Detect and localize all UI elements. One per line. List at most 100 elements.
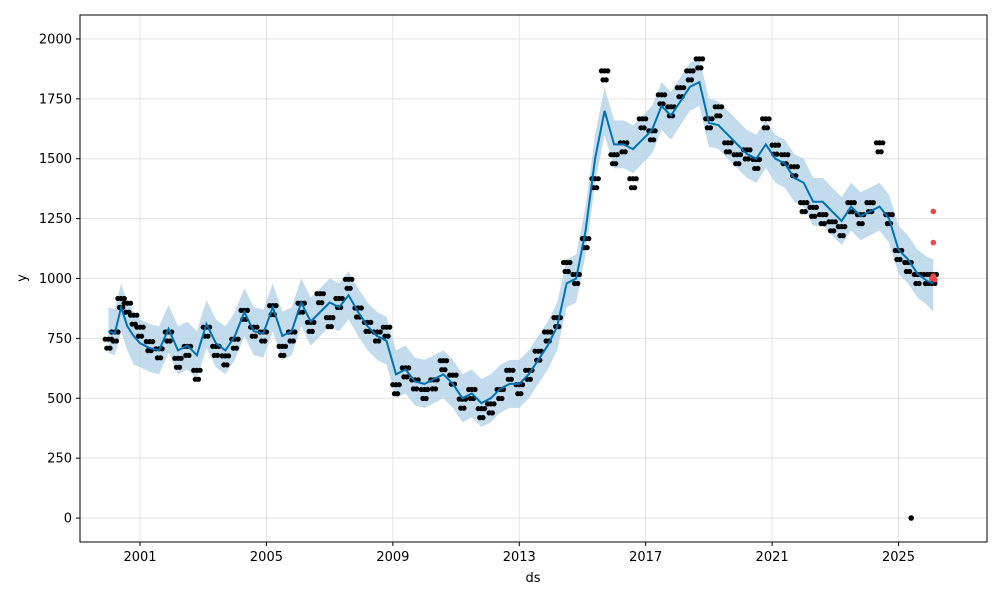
observed-point <box>726 149 733 155</box>
observed-point <box>859 221 865 227</box>
observed-point <box>139 333 145 339</box>
observed-point <box>510 367 516 373</box>
observed-point <box>584 245 590 251</box>
observed-point <box>605 68 611 74</box>
observed-point <box>812 213 818 219</box>
observed-point <box>916 280 922 287</box>
observed-point <box>300 309 306 315</box>
observed-point <box>491 401 497 407</box>
observed-point <box>651 137 657 143</box>
observed-point <box>349 276 355 282</box>
x-tick-label: 2025 <box>882 550 915 565</box>
observed-point <box>107 345 113 351</box>
observed-point <box>406 365 412 371</box>
observed-point <box>633 176 639 182</box>
observed-point <box>842 224 848 230</box>
observed-point <box>150 339 156 345</box>
observed-point <box>387 324 393 330</box>
observed-point <box>785 152 791 158</box>
observed-point <box>396 382 402 388</box>
observed-point <box>622 149 628 155</box>
observed-point <box>368 319 374 325</box>
observed-point <box>594 185 600 191</box>
observed-point <box>377 329 383 335</box>
observed-point <box>851 200 857 206</box>
observed-point <box>548 329 554 335</box>
observed-point <box>728 140 734 146</box>
observed-point <box>565 268 571 275</box>
observed-point <box>907 268 913 275</box>
observed-point <box>643 116 649 122</box>
observed-point <box>197 367 203 373</box>
observed-point <box>489 410 495 416</box>
x-tick-label: 2009 <box>376 550 409 565</box>
observed-point <box>719 104 725 110</box>
observed-point <box>113 338 119 344</box>
observed-point <box>453 372 459 378</box>
highlight-point <box>928 275 935 282</box>
observed-point <box>425 386 431 393</box>
observed-point <box>254 324 260 330</box>
x-axis-title: ds <box>525 571 540 586</box>
observed-point <box>681 85 687 91</box>
observed-point <box>880 140 886 146</box>
x-axis-ticks: 2001 2005 2009 2013 2017 2021 2025 <box>123 542 915 565</box>
observed-point <box>224 362 230 368</box>
observed-point <box>603 77 609 83</box>
observed-point <box>262 338 268 344</box>
observed-point <box>802 209 808 215</box>
observed-point <box>226 353 232 359</box>
observed-point <box>235 336 241 342</box>
x-tick-label: 2001 <box>123 550 156 565</box>
observed-point <box>690 68 696 74</box>
observed-point <box>897 256 903 263</box>
observed-point <box>567 259 573 266</box>
observed-point <box>480 415 486 421</box>
observed-point <box>889 212 895 218</box>
observed-point <box>482 406 488 412</box>
observed-point <box>823 212 829 218</box>
observed-point <box>292 329 298 335</box>
observed-point <box>755 165 761 172</box>
y-axis-ticks: 0 250 500 750 1000 1250 1500 1750 2000 <box>39 32 80 527</box>
observed-point <box>794 164 801 170</box>
observed-point <box>614 152 620 158</box>
outlier-point <box>908 515 914 521</box>
highlight-point <box>930 208 937 215</box>
observed-point <box>595 176 601 182</box>
observed-point <box>764 125 771 131</box>
highlight-points <box>908 208 938 521</box>
observed-point <box>707 125 714 131</box>
observed-point <box>442 367 448 373</box>
observed-point <box>698 65 704 71</box>
observed-point <box>121 295 127 302</box>
observed-point <box>632 185 638 191</box>
observed-point <box>878 149 884 155</box>
y-tick-label: 0 <box>64 512 72 527</box>
observed-point <box>736 161 742 167</box>
forecast-line <box>108 80 934 405</box>
observed-point <box>186 352 192 358</box>
observed-point <box>134 312 140 318</box>
observed-point <box>527 376 534 382</box>
observed-point <box>328 324 334 330</box>
observed-point <box>870 200 876 206</box>
observed-point <box>140 324 146 330</box>
observed-point <box>319 300 325 306</box>
observed-point <box>281 352 287 358</box>
observed-point <box>775 142 782 148</box>
observed-point <box>840 233 846 239</box>
observed-point <box>932 280 938 287</box>
observed-point <box>252 333 258 339</box>
y-axis-title: y <box>15 274 30 282</box>
y-tick-label: 750 <box>47 332 72 347</box>
observed-point <box>177 364 183 370</box>
observed-point <box>613 161 619 167</box>
observed-point <box>624 140 630 146</box>
y-tick-label: 1750 <box>39 92 72 107</box>
y-tick-label: 1000 <box>39 272 72 287</box>
y-tick-label: 500 <box>47 392 72 407</box>
observed-point <box>575 280 581 287</box>
